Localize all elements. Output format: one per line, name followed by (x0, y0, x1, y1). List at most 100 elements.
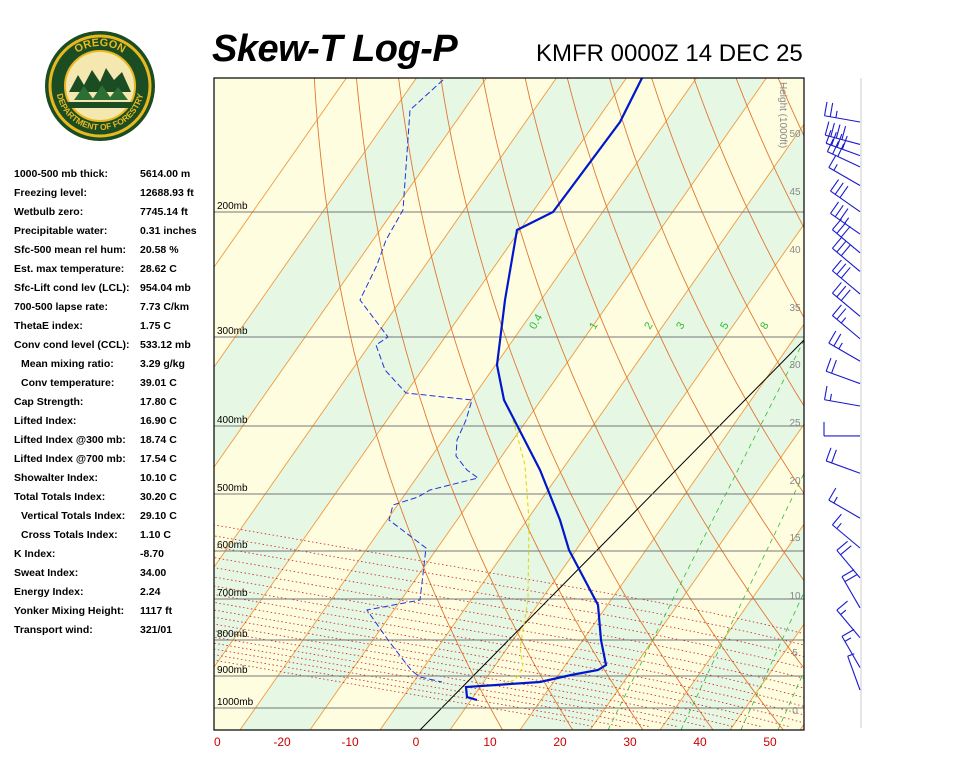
index-value: 3.29 g/kg (140, 358, 185, 370)
mixing-ratio-label: 2 (642, 320, 655, 331)
index-label: ThetaE index: (14, 320, 83, 332)
index-row: Total Totals Index: 30.20 C (14, 491, 214, 510)
isotherm-band (800, 724, 804, 730)
isotherm-line (870, 78, 960, 730)
index-label: Cross Totals Index: (21, 529, 118, 541)
dry-adiabat (355, 78, 574, 730)
index-value: 1.10 C (140, 529, 171, 541)
index-row: Vertical Totals Index: 29.10 C (14, 510, 214, 529)
isotherm-line (799, 723, 804, 730)
isotherm-line (589, 423, 804, 730)
index-value: 17.80 C (140, 396, 177, 408)
height-tick-label: 25 (789, 418, 801, 429)
index-label: Conv temperature: (21, 377, 115, 389)
index-value: 7745.14 ft (140, 206, 188, 218)
index-value: 0.31 inches (140, 225, 197, 237)
index-value: 28.62 C (140, 263, 177, 275)
index-label: K Index: (14, 548, 56, 560)
mixing-ratio-line (680, 472, 804, 730)
index-value: 321/01 (140, 624, 173, 636)
index-row: Sfc-500 mean rel hum: 20.58 % (14, 244, 214, 263)
index-row: Lifted Index @700 mb: 17.54 C (14, 453, 214, 472)
index-label: 1000-500 mb thick: (14, 168, 108, 180)
height-tick-label: 45 (789, 187, 801, 198)
moist-adiabat (214, 616, 789, 727)
pressure-label: 400mb (217, 415, 248, 426)
index-value: 2.24 (140, 586, 161, 598)
index-label: Sfc-Lift cond lev (LCL): (14, 282, 130, 294)
pressure-label: 900mb (217, 665, 248, 676)
index-row: Conv temperature: 39.01 C (14, 377, 214, 396)
temperature-trace (464, 77, 643, 702)
wind-barb (830, 179, 861, 213)
index-row: 1000-500 mb thick: 5614.00 m (14, 168, 214, 187)
index-label: Sfc-500 mean rel hum: (14, 244, 127, 256)
wind-barb (836, 540, 861, 579)
temperature-tick-label: 50 (763, 735, 777, 749)
dry-adiabat (863, 78, 960, 730)
svg-text:OREGON: OREGON (73, 37, 128, 56)
pressure-label: 800mb (217, 629, 248, 640)
height-tick-label: 15 (789, 533, 801, 544)
isotherm-line (940, 78, 960, 730)
index-value: 7.73 C/km (140, 301, 190, 313)
index-row: Energy Index: 2.24 (14, 586, 214, 605)
wind-barb (841, 628, 861, 668)
index-value: 20.58 % (140, 244, 179, 256)
index-row: Lifted Index @300 mb: 18.74 C (14, 434, 214, 453)
wind-barb (828, 487, 861, 519)
temperature-tick-label: 10 (483, 735, 497, 749)
isotherm-line (379, 123, 804, 730)
index-label: Transport wind: (14, 624, 93, 636)
index-row: Mean mixing ratio: 3.29 g/kg (14, 358, 214, 377)
isotherm-band (240, 78, 767, 730)
wind-barb (825, 129, 861, 157)
dry-adiabat (777, 78, 804, 138)
height-tick-label: 40 (789, 245, 801, 256)
height-tick-label: 30 (789, 360, 801, 371)
height-tick-label: 0 (792, 706, 798, 717)
dry-adiabat (566, 78, 804, 582)
pressure-label: 1000mb (217, 697, 254, 708)
index-value: 954.04 mb (140, 282, 191, 294)
mixing-ratio-line (777, 670, 804, 730)
height-axis-label: Height (1000ft) (777, 82, 788, 148)
pressure-label: 500mb (217, 483, 248, 494)
wind-barb (836, 600, 861, 639)
index-label: Mean mixing ratio: (21, 358, 114, 370)
mixing-ratio-line (918, 286, 960, 730)
plot-area: 0.4 1 2 3 5 8 (214, 78, 960, 730)
index-label: Precipitable water: (14, 225, 108, 237)
index-label: Lifted Index: (14, 415, 77, 427)
index-value: 30.20 C (140, 491, 177, 503)
isotherm-band (940, 78, 960, 730)
wind-barb (830, 201, 861, 235)
index-value: 39.01 C (140, 377, 177, 389)
dry-adiabat (693, 78, 804, 319)
mixing-ratio-line (827, 286, 960, 730)
moist-adiabat (214, 609, 804, 724)
height-tick-label: 20 (789, 476, 801, 487)
dry-adiabat (820, 78, 960, 730)
isotherm-line (214, 78, 417, 368)
index-label: Est. max temperature: (14, 263, 125, 275)
mixing-ratio-label: 5 (718, 320, 731, 331)
height-tick-label: 35 (789, 303, 801, 314)
wind-barb (832, 259, 861, 295)
temperature-tick-label: -20 (273, 735, 291, 749)
temperature-tick-label: 40 (693, 735, 707, 749)
wind-barb (825, 447, 861, 474)
index-row: Conv cond level (CCL): 533.12 mb (14, 339, 214, 358)
index-value: 16.90 C (140, 415, 177, 427)
index-value: 17.54 C (140, 453, 177, 465)
height-tick-label: 5 (792, 648, 798, 659)
pressure-label: 700mb (217, 588, 248, 599)
isotherm-line (239, 78, 697, 730)
mixing-ratio-line (607, 339, 804, 730)
dry-adiabat (947, 78, 960, 730)
isotherm-line (214, 78, 557, 568)
temperature-tick-label: 30 (623, 735, 637, 749)
dewpoint-trace (359, 79, 480, 683)
temperature-tick-label: -10 (341, 735, 359, 749)
